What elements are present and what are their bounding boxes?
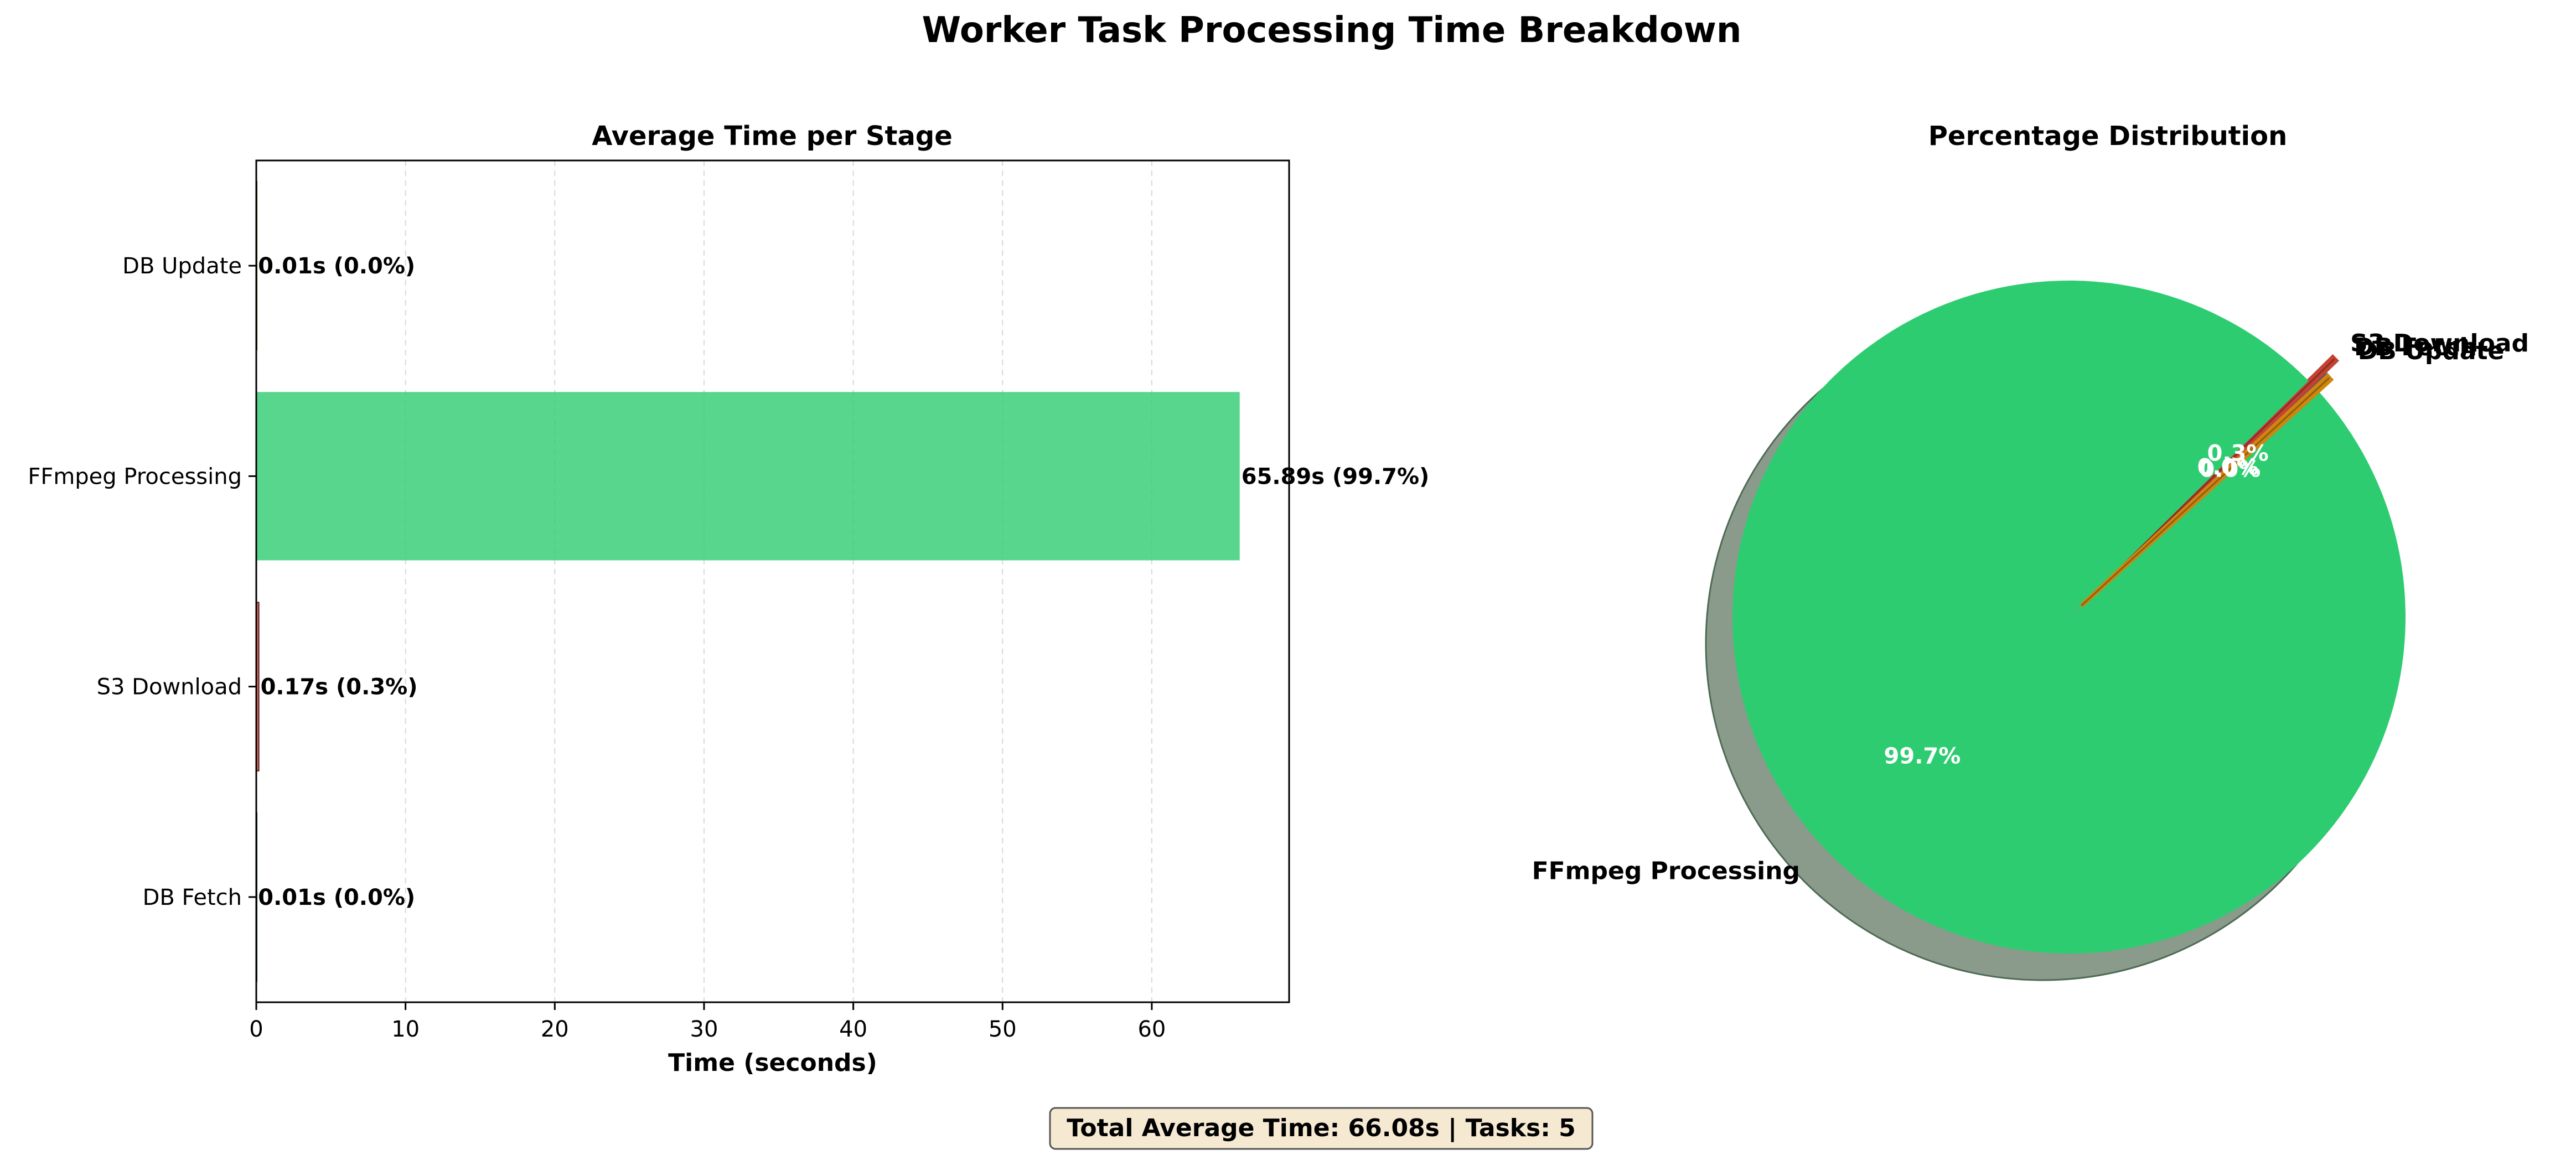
summary-box: Total Average Time: 66.08s | Tasks: 5 — [1049, 1107, 1594, 1150]
bar-chart-x-tick-label: 60 — [1137, 1017, 1166, 1042]
bar-chart-x-tick-label: 30 — [690, 1017, 718, 1042]
bar-chart-data-label: 0.01s (0.0%) — [258, 885, 415, 910]
pie-category-label: S3 Download — [2350, 329, 2529, 358]
pie-percent-label: 0.3% — [2207, 441, 2269, 466]
bar-chart-x-tick-label: 0 — [249, 1017, 263, 1042]
bar-chart: Average Time per Stage 0 10 20 30 40 50 60 DB … — [28, 121, 1429, 1077]
bar-chart-data-label: 0.01s (0.0%) — [258, 253, 415, 279]
bar-chart-x-axis-label: Time (seconds) — [668, 1049, 877, 1077]
bar-chart-x-ticks: 0 10 20 30 40 50 60 — [249, 1002, 1166, 1042]
bar-chart-x-tick-label: 10 — [391, 1017, 420, 1042]
pie-category-label: FFmpeg Processing — [1532, 857, 1801, 885]
pie-chart-title: Percentage Distribution — [1928, 121, 2288, 152]
bar-chart-data-label: 0.17s (0.3%) — [261, 675, 418, 700]
bar-chart-x-tick-label: 20 — [541, 1017, 569, 1042]
figure-title: Worker Task Processing Time Breakdown — [922, 10, 1742, 51]
pie-category-label: DB Fetch — [2354, 333, 2477, 361]
bar-chart-data-labels: 0.01s (0.0%) 0.17s (0.3%) 65.89s (99.7%) 0.… — [258, 253, 1429, 910]
bar-chart-title: Average Time per Stage — [592, 121, 953, 152]
pie-percent-label: 0.0% — [2199, 457, 2261, 482]
bar-ffmpeg-processing — [256, 392, 1240, 561]
pie-chart-slices — [1732, 281, 2406, 954]
bar-chart-y-ticks: DB Fetch S3 Download FFmpeg Processing DB U… — [28, 253, 256, 910]
summary-box-background — [1049, 1107, 1594, 1150]
bar-chart-frame — [255, 159, 1290, 1003]
bar-chart-y-tick-label: DB Update — [122, 253, 242, 279]
bar-chart-y-tick-label: S3 Download — [97, 675, 242, 700]
bar-chart-y-tick-label: DB Fetch — [143, 885, 242, 910]
pie-slice-ffmpeg-processing — [1732, 281, 2406, 954]
bar-chart-x-tick-label: 40 — [839, 1017, 867, 1042]
pie-slice-db-update-edge — [2081, 377, 2330, 607]
pie-category-label: DB Update — [2358, 337, 2505, 365]
bar-chart-y-tick-label: FFmpeg Processing — [28, 464, 242, 489]
bar-chart-x-tick-label: 50 — [989, 1017, 1017, 1042]
bar-chart-bars — [256, 181, 1240, 982]
pie-percent-label: 99.7% — [1884, 744, 1961, 769]
bar-chart-data-label: 65.89s (99.7%) — [1242, 464, 1430, 489]
pie-percent-label: 0.0% — [2197, 454, 2259, 480]
pie-chart-percent-labels: 0.0%0.3%99.7%0.0% — [1884, 441, 2269, 769]
bar-chart-gridlines — [256, 160, 1152, 1002]
summary-text: Total Average Time: 66.08s | Tasks: 5 — [1067, 1114, 1576, 1142]
